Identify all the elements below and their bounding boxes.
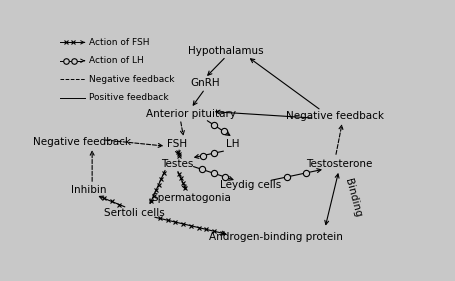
Text: Sertoli cells: Sertoli cells [104,208,165,218]
Text: FSH: FSH [167,139,187,149]
Text: Androgen-binding protein: Androgen-binding protein [208,232,343,242]
Text: Testosterone: Testosterone [306,158,372,169]
Text: Positive feedback: Positive feedback [89,93,168,102]
Text: Action of FSH: Action of FSH [89,38,149,47]
Text: Negative feedback: Negative feedback [287,111,384,121]
Text: Testes: Testes [161,158,193,169]
Text: Negative feedback: Negative feedback [33,137,131,147]
Text: GnRH: GnRH [190,78,220,89]
Text: Inhibin: Inhibin [71,185,106,194]
Text: Leydig cells: Leydig cells [220,180,282,190]
Text: Spermatogonia: Spermatogonia [151,193,231,203]
Text: Hypothalamus: Hypothalamus [188,46,264,56]
Text: LH: LH [227,139,240,149]
Text: Binding: Binding [343,178,363,219]
Text: Negative feedback: Negative feedback [89,75,174,84]
Text: Action of LH: Action of LH [89,56,143,65]
Text: Anterior pituitary: Anterior pituitary [146,109,236,119]
